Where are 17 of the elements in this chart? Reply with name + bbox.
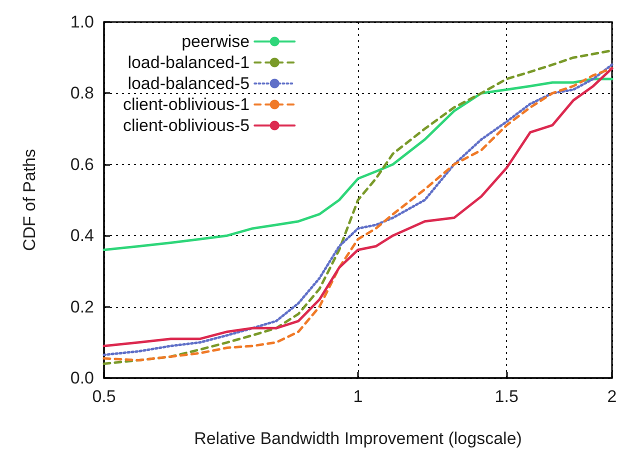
x-tick-label: 1 [353,387,363,406]
x-tick-label: 1.5 [494,387,518,406]
x-axis-title: Relative Bandwidth Improvement (logscale) [194,429,522,448]
y-tick-label: 0.0 [70,368,94,388]
y-tick-label: 0.2 [70,297,94,316]
legend-label: peerwise [182,32,250,51]
legend-label: client-oblivious-5 [122,116,250,135]
y-tick-label: 1.0 [70,12,94,32]
x-tick-label: 0.5 [92,387,116,406]
x-tick-label: 2 [607,387,617,406]
y-tick-label: 0.6 [70,154,94,174]
y-tick-label: 0.8 [70,84,94,103]
legend-label: load-balanced-5 [128,74,250,93]
legend-label: client-oblivious-1 [122,95,250,114]
y-axis-title: CDF of Paths [20,148,39,252]
y-tick-label: 0.4 [70,226,94,246]
legend-label: load-balanced-1 [128,53,250,72]
